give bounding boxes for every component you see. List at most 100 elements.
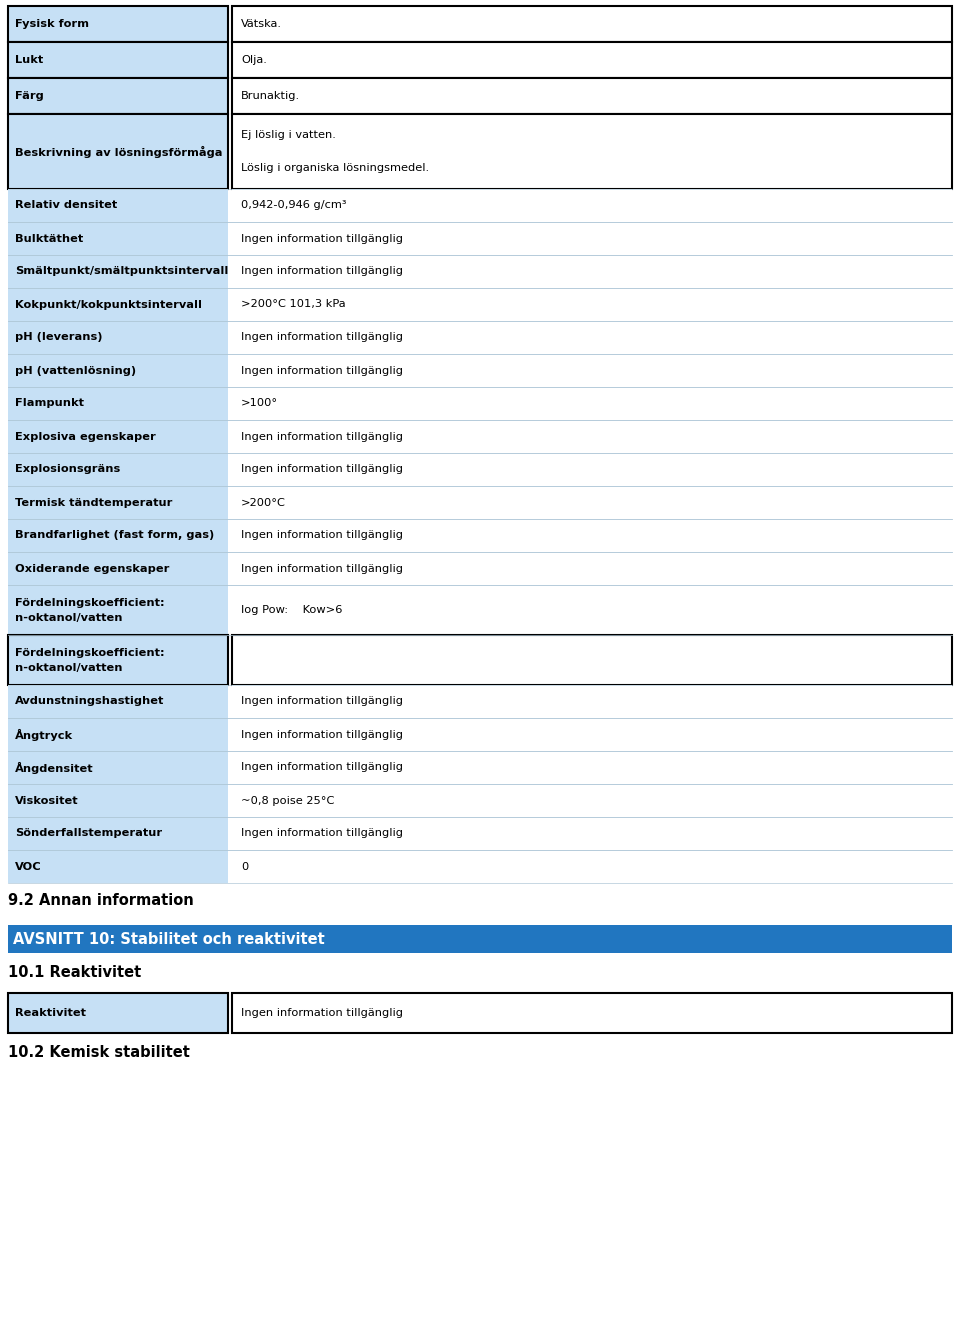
Text: Ingen information tillgänglig: Ingen information tillgänglig <box>241 267 403 276</box>
Text: Explosiva egenskaper: Explosiva egenskaper <box>15 432 156 441</box>
Bar <box>8 420 228 453</box>
Bar <box>232 79 952 115</box>
Bar <box>232 420 952 453</box>
Bar <box>232 635 952 685</box>
Bar <box>8 115 228 189</box>
Bar <box>232 387 952 420</box>
Bar <box>8 355 228 387</box>
Bar <box>232 115 952 189</box>
Bar <box>232 718 952 750</box>
Bar <box>8 817 228 850</box>
Bar <box>232 519 952 552</box>
Text: Ingen information tillgänglig: Ingen information tillgänglig <box>241 531 403 540</box>
Text: Ångdensitet: Ångdensitet <box>15 761 94 773</box>
Bar <box>8 115 228 189</box>
Text: >100°: >100° <box>241 399 278 408</box>
Bar <box>232 255 952 288</box>
Bar <box>8 7 228 43</box>
Bar <box>8 993 228 1033</box>
Text: Ångtryck: Ångtryck <box>15 728 73 741</box>
Text: Oxiderande egenskaper: Oxiderande egenskaper <box>15 564 169 573</box>
Bar <box>8 993 228 1033</box>
Bar <box>232 635 952 685</box>
Bar <box>232 552 952 585</box>
Text: Fysisk form: Fysisk form <box>15 19 89 29</box>
Bar <box>232 585 952 635</box>
Bar <box>8 635 228 685</box>
Text: pH (leverans): pH (leverans) <box>15 332 103 343</box>
Bar <box>8 685 228 718</box>
Bar <box>8 784 228 817</box>
Bar <box>8 585 228 635</box>
Text: Ingen information tillgänglig: Ingen information tillgänglig <box>241 729 403 740</box>
Text: Viskositet: Viskositet <box>15 796 79 805</box>
Bar <box>232 7 952 43</box>
Text: Ingen information tillgänglig: Ingen information tillgänglig <box>241 564 403 573</box>
Text: Ingen information tillgänglig: Ingen information tillgänglig <box>241 762 403 773</box>
Text: Olja.: Olja. <box>241 55 267 65</box>
Text: 9.2 Annan information: 9.2 Annan information <box>8 893 194 908</box>
Bar <box>8 487 228 519</box>
Text: Flampunkt: Flampunkt <box>15 399 84 408</box>
Bar <box>8 43 228 79</box>
Bar <box>8 7 228 43</box>
Bar <box>8 850 228 882</box>
Bar <box>8 223 228 255</box>
Bar <box>8 288 228 321</box>
Bar <box>232 784 952 817</box>
Text: Sönderfallstemperatur: Sönderfallstemperatur <box>15 829 162 838</box>
Text: Reaktivitet: Reaktivitet <box>15 1008 86 1018</box>
Bar <box>232 43 952 79</box>
Bar <box>8 321 228 355</box>
Bar <box>232 453 952 487</box>
Text: 10.2 Kemisk stabilitet: 10.2 Kemisk stabilitet <box>8 1045 190 1060</box>
Text: Beskrivning av lösningsförmåga: Beskrivning av lösningsförmåga <box>15 145 223 157</box>
Text: Fördelningskoefficient:: Fördelningskoefficient: <box>15 648 164 657</box>
Text: Avdunstningshastighet: Avdunstningshastighet <box>15 697 164 706</box>
Bar <box>232 189 952 223</box>
Text: Bulktäthet: Bulktäthet <box>15 233 84 244</box>
Text: Ingen information tillgänglig: Ingen information tillgänglig <box>241 464 403 475</box>
Text: AVSNITT 10: Stabilitet och reaktivitet: AVSNITT 10: Stabilitet och reaktivitet <box>13 932 324 946</box>
Text: Brandfarlighet (fast form, gas): Brandfarlighet (fast form, gas) <box>15 531 214 540</box>
Text: Explosionsgräns: Explosionsgräns <box>15 464 120 475</box>
Text: Ingen information tillgänglig: Ingen information tillgänglig <box>241 1008 403 1018</box>
Bar <box>232 355 952 387</box>
Text: Lukt: Lukt <box>15 55 43 65</box>
Text: Smältpunkt/smältpunktsintervall: Smältpunkt/smältpunktsintervall <box>15 267 228 276</box>
Text: log Pow:    Kow>6: log Pow: Kow>6 <box>241 605 343 615</box>
Bar <box>8 519 228 552</box>
Bar <box>8 255 228 288</box>
Text: Ingen information tillgänglig: Ingen information tillgänglig <box>241 365 403 376</box>
Bar <box>8 189 228 223</box>
Text: Brunaktig.: Brunaktig. <box>241 91 300 101</box>
Text: n-oktanol/vatten: n-oktanol/vatten <box>15 612 123 623</box>
Text: 10.1 Reaktivitet: 10.1 Reaktivitet <box>8 965 141 980</box>
Bar <box>8 750 228 784</box>
Bar <box>8 79 228 115</box>
Text: Vätska.: Vätska. <box>241 19 282 29</box>
Bar <box>8 43 228 79</box>
Bar <box>8 635 228 685</box>
Bar <box>232 321 952 355</box>
Bar <box>8 552 228 585</box>
Text: 0: 0 <box>241 861 249 872</box>
Text: VOC: VOC <box>15 861 41 872</box>
Bar <box>232 850 952 882</box>
Bar <box>232 993 952 1033</box>
Text: Färg: Färg <box>15 91 44 101</box>
Bar <box>232 7 952 43</box>
Text: >200°C: >200°C <box>241 497 286 508</box>
Bar <box>232 993 952 1033</box>
Text: Termisk tändtemperatur: Termisk tändtemperatur <box>15 497 173 508</box>
Text: Ingen information tillgänglig: Ingen information tillgänglig <box>241 432 403 441</box>
Bar <box>8 79 228 115</box>
Bar <box>232 115 952 189</box>
Text: ~0,8 poise 25°C: ~0,8 poise 25°C <box>241 796 334 805</box>
Text: Relativ densitet: Relativ densitet <box>15 200 117 211</box>
Text: Ingen information tillgänglig: Ingen information tillgänglig <box>241 332 403 343</box>
Bar <box>232 223 952 255</box>
Bar <box>232 685 952 718</box>
Bar <box>232 750 952 784</box>
Bar <box>232 487 952 519</box>
